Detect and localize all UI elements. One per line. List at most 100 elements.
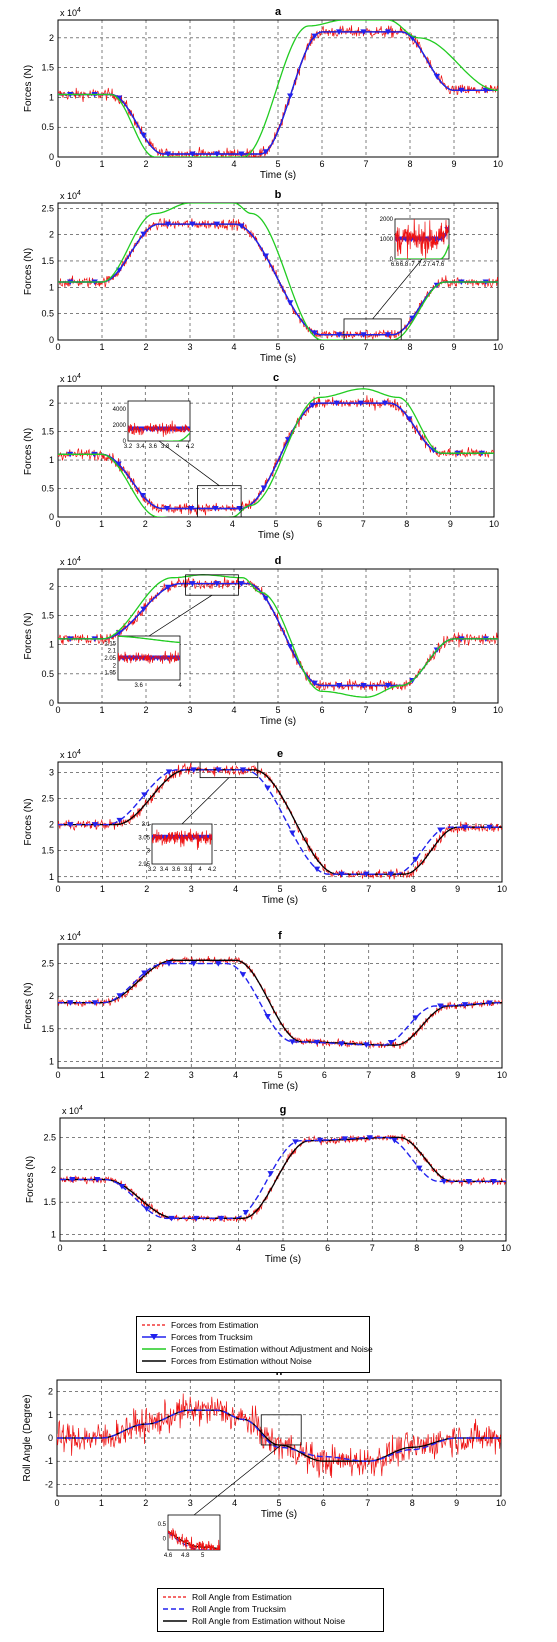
trucksim-marker <box>165 769 173 775</box>
inset-y-tick: 2000 <box>113 423 127 429</box>
inset-x-tick: 4 <box>198 867 202 873</box>
series-line <box>60 1136 506 1219</box>
x-tick-label: 6 <box>322 1070 327 1080</box>
series-group <box>58 956 502 1050</box>
inset-y-tick: 2.95 <box>138 862 150 868</box>
panel-a: 0 1 2 3 4 5 6 7 8 9 10 0 0.5 1 1.5 2 x 104 a Time (s) Force… <box>23 6 503 181</box>
series-line <box>58 388 494 517</box>
inset-x-tick: 3.6 <box>172 867 181 873</box>
trucksim-marker <box>140 606 147 613</box>
trucksim-marker <box>215 767 222 773</box>
y-axis-label: Forces (N) <box>23 428 34 475</box>
legend-label: Roll Angle from Estimation without Noise <box>192 1616 346 1626</box>
y-tick-label: 1 <box>49 282 54 292</box>
inset-series <box>168 1528 220 1550</box>
y-tick-label: 1.5 <box>41 846 54 856</box>
inset-x-tick: 3.6 <box>134 683 143 689</box>
x-tick-label: 10 <box>497 884 507 894</box>
panel-title: f <box>278 930 282 942</box>
y-tick-label: 1 <box>51 1230 56 1240</box>
x-tick-label: 1 <box>99 342 104 352</box>
inset-x-tick: 6.8 <box>400 262 409 268</box>
trucksim-marker <box>143 1206 150 1213</box>
x-tick-label: 9 <box>451 342 456 352</box>
trucksim-marker <box>335 29 343 35</box>
x-axis-label: Time (s) <box>261 1509 297 1520</box>
x-tick-label: 1 <box>100 1070 105 1080</box>
x-tick-label: 4 <box>236 1243 241 1253</box>
trucksim-marker <box>406 416 413 422</box>
legend-label: Roll Angle from Trucksim <box>192 1604 286 1614</box>
inset-series <box>152 828 212 850</box>
x-tick-label: 2 <box>144 1070 149 1080</box>
x-tick-label: 10 <box>493 705 503 715</box>
x-tick-label: 3 <box>187 705 192 715</box>
trucksim-marker <box>486 824 493 831</box>
x-axis-label: Time (s) <box>260 170 296 181</box>
y-tick-label: 0 <box>48 1433 53 1443</box>
y-exponent-power: 4 <box>77 7 81 14</box>
panel-title: d <box>275 555 282 567</box>
x-tick-label: 0 <box>55 342 60 352</box>
zoom-connector <box>372 258 423 320</box>
trucksim-marker <box>311 330 318 336</box>
inset: 3.2 3.4 3.6 3.8 4 4.2 2.95 3 3.05 3.1 <box>138 822 217 873</box>
trucksim-marker <box>67 822 74 828</box>
x-tick-label: 8 <box>407 342 412 352</box>
x-tick-label: 3 <box>191 1243 196 1253</box>
trucksim-marker <box>262 149 269 155</box>
x-tick-label: 0 <box>55 705 60 715</box>
x-tick-label: 3 <box>189 1070 194 1080</box>
trucksim-marker <box>116 817 123 824</box>
trucksim-marker <box>289 830 296 836</box>
y-tick-label: 0 <box>49 152 54 162</box>
x-tick-label: 5 <box>275 159 280 169</box>
inset-frame <box>127 400 191 442</box>
y-tick-label: 2 <box>49 398 54 408</box>
trucksim-marker <box>264 785 271 792</box>
y-tick-label: 2.5 <box>41 203 54 213</box>
trucksim-marker <box>333 400 340 407</box>
legend-entry: Roll Angle from Estimation without Noise <box>162 1615 379 1627</box>
x-tick-label: 3 <box>188 1498 193 1508</box>
x-tick-label: 7 <box>363 159 368 169</box>
trucksim-marker <box>363 871 370 878</box>
y-axis-label: Forces (N) <box>23 612 34 659</box>
series-group <box>58 203 498 340</box>
y-axis-label: Forces (N) <box>25 1156 36 1203</box>
legend-entry: Forces from Estimation <box>141 1319 365 1331</box>
trucksim-marker <box>188 505 195 512</box>
x-tick-label: 8 <box>411 1070 416 1080</box>
x-tick-label: 8 <box>404 519 409 529</box>
trucksim-marker <box>165 961 173 967</box>
x-tick-label: 10 <box>489 519 499 529</box>
inset-y-tick: 0 <box>390 257 394 263</box>
trucksim-marker <box>309 402 316 409</box>
series-line <box>57 1409 501 1462</box>
legend-roll: Roll Angle from Estimation Roll Angle fr… <box>157 1588 384 1632</box>
x-tick-label: 7 <box>363 705 368 715</box>
y-exponent: x 104 <box>60 373 81 384</box>
x-tick-label: 4 <box>230 519 235 529</box>
x-tick-label: 6 <box>319 342 324 352</box>
y-exponent-power: 4 <box>79 1105 83 1112</box>
x-tick-label: 2 <box>143 519 148 529</box>
trucksim-marker <box>163 505 171 512</box>
legend-forces: Forces from Estimation Forces from Truck… <box>136 1316 373 1373</box>
x-tick-label: 9 <box>454 1498 459 1508</box>
trucksim-marker <box>433 73 441 80</box>
trucksim-marker <box>164 584 172 591</box>
trucksim-marker <box>168 1215 175 1222</box>
x-tick-label: 6 <box>325 1243 330 1253</box>
trucksim-marker <box>212 505 219 512</box>
zoom-connector <box>181 777 230 825</box>
x-axis-label: Time (s) <box>258 530 294 541</box>
y-exponent-power: 4 <box>77 373 81 380</box>
series-line <box>58 962 502 1046</box>
trucksim-marker <box>384 332 392 338</box>
trucksim-marker <box>430 447 437 454</box>
inset-frame <box>151 823 213 865</box>
